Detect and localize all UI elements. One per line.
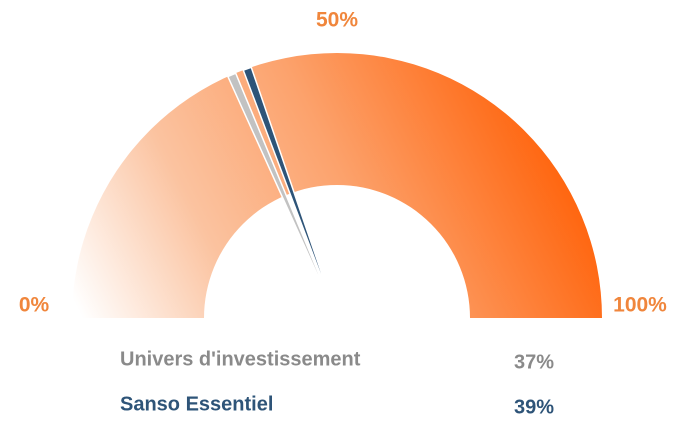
needle [226, 72, 338, 319]
value-label: 39% [514, 396, 554, 418]
legend-label: Univers d'investissement [120, 348, 361, 370]
needle [242, 66, 338, 319]
value-label: 37% [514, 351, 554, 373]
gauge-tick-label: 100% [613, 294, 667, 317]
gauge-arc [72, 53, 602, 318]
gauge-tick-label: 0% [19, 294, 50, 317]
gauge-tick-label: 50% [316, 9, 358, 32]
legend-label: Sanso Essentiel [120, 393, 273, 415]
